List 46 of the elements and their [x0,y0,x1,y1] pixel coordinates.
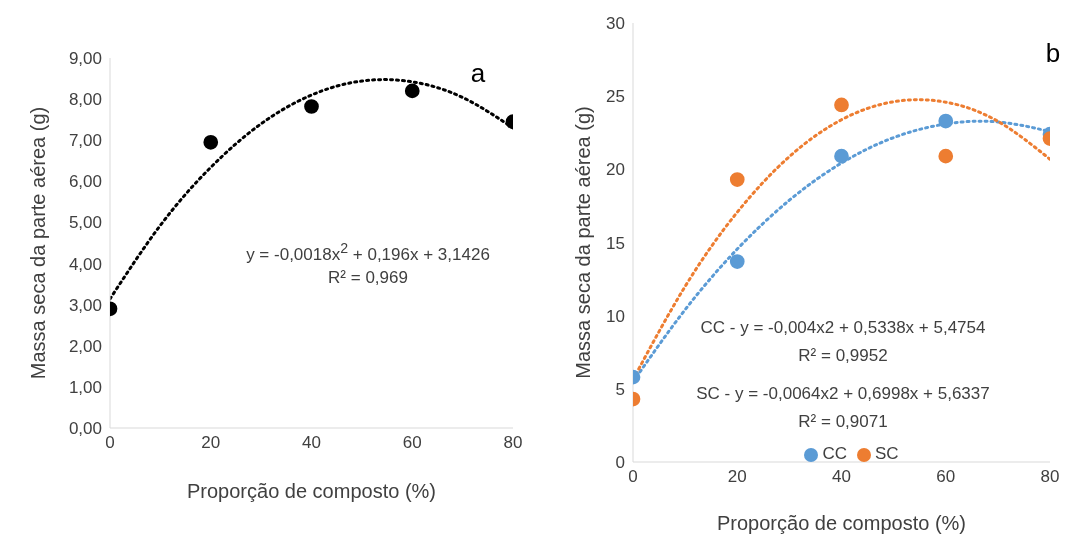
y-tick-label: 5,00 [68,213,102,233]
annotation: CC - y = -0,004x2 + 0,5338x + 5,4754 [700,318,986,338]
point [404,83,420,99]
y-axis-title: Massa seca da parte aérea (g) [572,106,595,379]
point [834,148,849,164]
annotation: y = -0,0018x$^{2}$ + 0,196x + 3,1426 [246,240,490,265]
y-tick-label: 8,00 [68,90,102,110]
x-tick-label: 40 [302,433,321,453]
x-tick-label: 60 [936,467,956,487]
annotation: R² = 0,969 [328,268,408,288]
y-tick-label: 4,00 [68,254,102,274]
y-tick-label: 7,00 [68,131,102,151]
y-tick-label: 10 [606,306,625,326]
y-tick-label: 9,00 [68,49,102,69]
x-tick-label: 40 [832,467,851,487]
x-tick-label: 80 [503,433,523,453]
y-tick-label: 0,00 [68,419,102,439]
annotation: R² = 0,9952 [798,346,888,366]
y-tick-label: 3,00 [68,295,102,315]
x-axis-title: Proporção de composto (%) [186,480,437,502]
point [834,97,849,113]
y-tick-label: 5 [615,379,625,399]
x-tick-label: 0 [628,467,638,487]
x-tick-label: 80 [1040,467,1060,487]
y-tick-label: 30 [606,14,625,34]
y-tick-label: 6,00 [68,172,102,192]
annotation: b [1045,38,1061,69]
x-tick-label: 60 [402,433,422,453]
point [203,134,219,150]
x-axis-title: Proporção de composto (%) [716,512,967,534]
point [304,99,319,114]
y-tick-label: 25 [606,87,625,107]
y-tick-label: 2,00 [68,336,102,356]
x-tick-label: 0 [105,433,115,453]
legend-label: CC [822,444,847,463]
x-tick-label: 20 [201,433,221,453]
y-tick-label: 15 [606,233,625,253]
annotation: SC - y = -0,0064x2 + 0,6998x + 5,6337 [696,384,990,404]
y-tick-label: 0 [615,453,625,473]
legend-label: SC [874,444,899,463]
y-axis-title: Massa seca da parte aérea (g) [27,106,50,380]
y-tick-label: 1,00 [68,377,102,397]
y-tick-label: 20 [606,160,625,180]
annotation: a [470,58,486,89]
annotation: R² = 0,9071 [798,412,888,432]
x-tick-label: 20 [727,467,747,487]
